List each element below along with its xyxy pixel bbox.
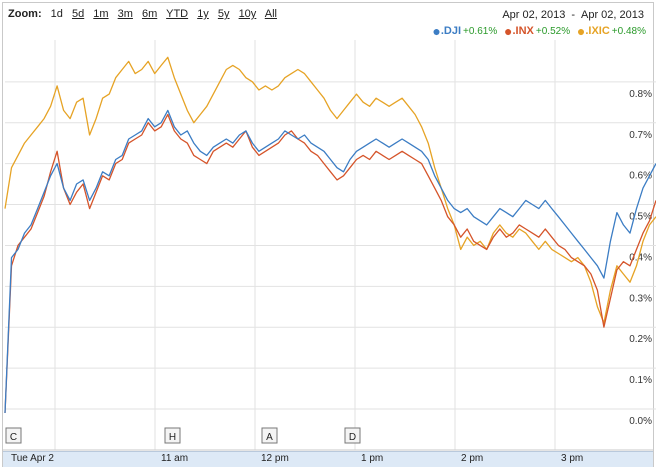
y-tick-label: 0.7% — [629, 130, 652, 141]
event-marker-label: A — [266, 432, 273, 443]
event-marker-box — [344, 427, 361, 444]
timeline-bar: Tue Apr 2 11 am 12 pm 1 pm 2 pm 3 pm — [3, 451, 653, 467]
y-tick-label: 0.6% — [629, 171, 652, 182]
event-marker-h[interactable]: H — [164, 427, 181, 444]
zoom-ytd[interactable]: YTD — [166, 8, 189, 20]
event-marker-c[interactable]: C — [5, 427, 22, 444]
y-tick-label: 0.2% — [629, 334, 652, 345]
y-tick-label: 0.0% — [629, 416, 652, 427]
y-tick-label: 0.3% — [629, 293, 652, 304]
legend-ixic-symbol: .IXIC — [585, 25, 610, 37]
legend-inx[interactable]: ● .INX +0.52% — [504, 23, 571, 39]
legend-ixic-dot: ● — [576, 23, 586, 39]
timeline-label: Tue Apr 2 — [11, 453, 54, 464]
series-line-inx — [4, 113, 656, 414]
y-tick-label: 0.8% — [629, 89, 652, 100]
legend-dji-change: +0.61% — [463, 25, 498, 37]
legend: ● .DJI +0.61% ● .INX +0.52% ● .IXIC +0.48% — [428, 23, 646, 39]
series-line-dji — [4, 109, 656, 414]
timeline-label: 3 pm — [561, 453, 584, 464]
legend-ixic-change: +0.48% — [611, 25, 646, 37]
event-marker-label: H — [169, 432, 176, 443]
zoom-5d[interactable]: 5d — [71, 8, 85, 20]
zoom-label: Zoom: — [8, 8, 42, 20]
timeline-label: 2 pm — [461, 453, 484, 464]
y-tick-label: 0.1% — [629, 375, 652, 386]
legend-ixic[interactable]: ● .IXIC +0.48% — [576, 23, 646, 39]
timeline-label: 11 am — [161, 453, 189, 464]
legend-inx-change: +0.52% — [535, 25, 571, 37]
event-marker-a[interactable]: A — [261, 427, 278, 444]
zoom-6m[interactable]: 6m — [141, 8, 158, 20]
date-range: Apr 02, 2013- Apr 02, 2013 — [502, 9, 644, 21]
event-marker-box — [261, 427, 278, 444]
date-separator: - — [571, 9, 575, 21]
legend-inx-dot: ● — [504, 23, 513, 39]
zoom-bar: Zoom: 1d 5d 1m 3m 6m YTD 1y 5y 10y All — [8, 8, 283, 20]
event-marker-box — [164, 427, 181, 444]
zoom-3m[interactable]: 3m — [117, 8, 133, 20]
event-marker-d[interactable]: D — [344, 427, 361, 444]
timeline-label: 12 pm — [261, 453, 289, 464]
zoom-1d[interactable]: 1d — [50, 8, 63, 20]
y-tick-label: 0.5% — [629, 212, 652, 223]
event-marker-label: C — [10, 432, 17, 443]
legend-dji-dot: ● — [432, 23, 441, 39]
date-to: Apr 02, 2013 — [581, 9, 644, 21]
zoom-1y[interactable]: 1y — [197, 8, 209, 20]
zoom-1m[interactable]: 1m — [93, 8, 109, 20]
y-tick-labels: 0.0% 0.1% 0.2% 0.3% 0.4% 0.5% 0.6% 0.7% 0.8% — [629, 89, 652, 427]
zoom-10y[interactable]: 10y — [238, 8, 257, 20]
event-marker-label: D — [349, 432, 356, 443]
series-line-ixic — [4, 56, 656, 324]
timeline-label: 1 pm — [361, 453, 384, 464]
zoom-5y[interactable]: 5y — [217, 8, 230, 20]
y-tick-label: 0.4% — [629, 252, 652, 263]
legend-dji[interactable]: ● .DJI +0.61% — [432, 23, 498, 39]
event-marker-box — [5, 427, 22, 444]
legend-inx-symbol: .INX — [512, 25, 534, 37]
zoom-all[interactable]: All — [264, 8, 277, 20]
date-from: Apr 02, 2013 — [502, 9, 566, 21]
series-lines — [4, 56, 656, 414]
legend-dji-symbol: .DJI — [440, 25, 462, 37]
